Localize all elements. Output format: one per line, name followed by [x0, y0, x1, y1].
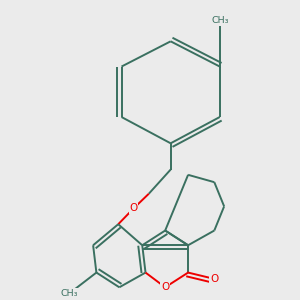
- Text: CH₃: CH₃: [211, 16, 229, 25]
- Text: O: O: [129, 203, 138, 214]
- Text: O: O: [210, 274, 218, 284]
- Text: CH₃: CH₃: [60, 289, 78, 298]
- Text: O: O: [161, 282, 169, 292]
